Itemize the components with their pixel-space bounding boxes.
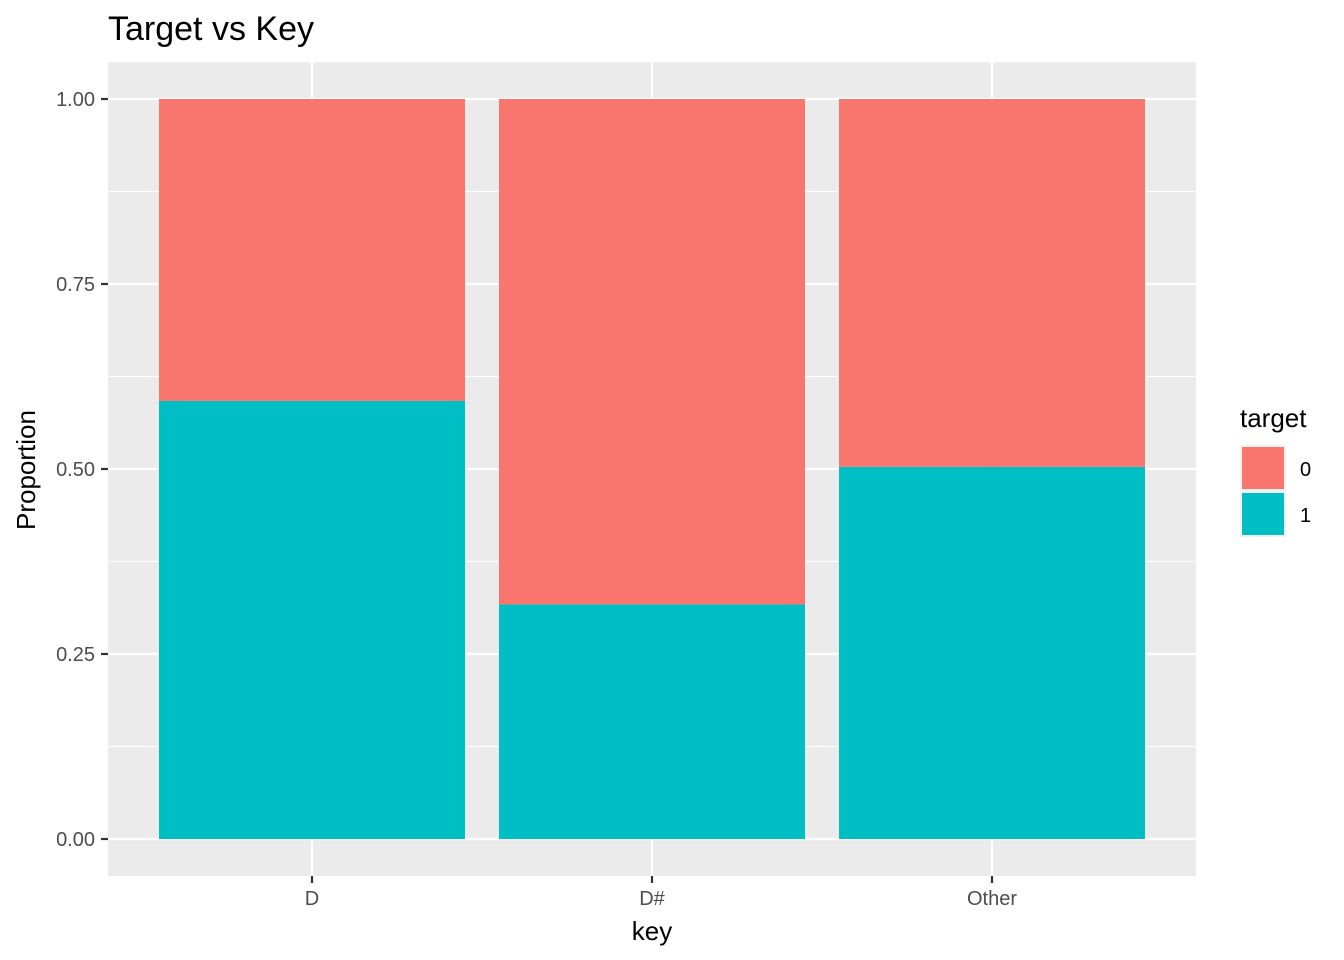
y-tick-label: 0.25 <box>56 644 95 666</box>
x-tick-label: D# <box>639 888 665 910</box>
legend-swatch-1 <box>1242 493 1284 535</box>
legend-label-1: 1 <box>1300 505 1311 527</box>
x-tick-label: D <box>305 888 319 910</box>
legend: target 0 1 <box>1240 403 1311 537</box>
legend-title: target <box>1240 403 1307 433</box>
y-tick-label: 0.50 <box>56 459 95 481</box>
x-tick-label: Other <box>967 888 1017 910</box>
bar-d--target-1 <box>499 604 805 839</box>
y-axis: 0.00 0.25 0.50 0.75 1.00 <box>56 89 108 851</box>
bar-d-target-0 <box>159 99 465 401</box>
chart-title: Target vs Key <box>108 10 314 48</box>
bar-d--target-0 <box>499 99 805 605</box>
legend-swatch-0 <box>1242 447 1284 489</box>
x-axis-title: key <box>632 916 672 946</box>
x-axis: D D# Other <box>305 876 1017 910</box>
y-tick-label: 1.00 <box>56 89 95 111</box>
bar-d-target-1 <box>159 400 465 839</box>
y-tick-label: 0.75 <box>56 274 95 296</box>
bars <box>159 99 1145 839</box>
y-axis-title: Proportion <box>11 410 41 530</box>
bar-other-target-1 <box>839 466 1145 839</box>
bar-other-target-0 <box>839 99 1145 467</box>
y-tick-label: 0.00 <box>56 829 95 851</box>
legend-label-0: 0 <box>1300 459 1311 481</box>
